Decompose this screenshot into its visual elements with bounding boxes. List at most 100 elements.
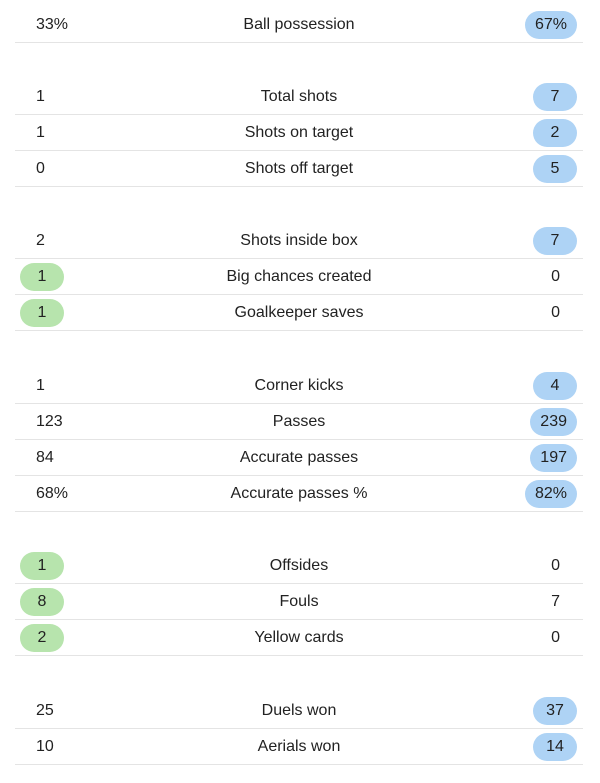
away-value-badge: 82%: [524, 480, 577, 508]
home-value-cell: 33%: [15, 7, 75, 43]
away-value-cell: 14: [533, 729, 577, 765]
away-value-cell: 2: [533, 115, 577, 151]
home-value: 1: [36, 124, 45, 141]
away-value-badge: 4: [533, 372, 577, 400]
away-value-cell: 0: [551, 548, 577, 584]
away-value-badge: 7: [533, 227, 577, 255]
stat-label: Passes: [272, 413, 326, 430]
stat-label: Shots inside box: [240, 232, 358, 249]
stat-label: Shots on target: [244, 124, 354, 141]
home-value-badge: 2: [20, 624, 64, 652]
home-value-cell: 123: [15, 404, 75, 440]
home-value: 68%: [36, 485, 69, 502]
stat-row: 1 Corner kicks 4: [15, 368, 583, 404]
away-value-cell: 7: [533, 223, 577, 259]
away-value-badge: 14: [533, 733, 577, 761]
stat-label: Corner kicks: [254, 377, 344, 394]
away-value-cell: 239: [530, 404, 577, 440]
home-value-cell: 0: [15, 151, 75, 187]
home-value-cell: 25: [15, 693, 75, 729]
home-value-badge: 1: [20, 552, 64, 580]
away-value-cell: 7: [551, 584, 577, 620]
away-value-badge: 5: [533, 155, 577, 183]
stat-row: 68% Accurate passes % 82%: [15, 476, 583, 512]
home-value: 0: [36, 160, 45, 177]
home-value-badge: 1: [20, 263, 64, 291]
stats-group: 1 Offsides 0 8 Fouls 7 2 Yellow cards 0: [15, 548, 583, 656]
away-value: 0: [551, 268, 560, 285]
stat-label: Accurate passes %: [230, 485, 368, 502]
home-value-cell: 1: [15, 368, 75, 404]
away-value-badge: 197: [530, 444, 577, 472]
stat-label: Aerials won: [257, 738, 341, 755]
stats-group: 1 Corner kicks 4 123 Passes 239 84 Accurate pas…: [15, 368, 583, 512]
home-value: 123: [36, 413, 63, 430]
stat-row: 1 Shots on target 2: [15, 115, 583, 151]
stat-row: 25 Duels won 37: [15, 693, 583, 729]
stats-group: 25 Duels won 37 10 Aerials won 14: [15, 693, 583, 765]
home-value: 1: [36, 88, 45, 105]
away-value-cell: 7: [533, 79, 577, 115]
home-value-cell: 1: [15, 115, 75, 151]
away-value-badge: 7: [533, 83, 577, 111]
stat-row: 33% Ball possession 67%: [15, 7, 583, 43]
stat-row: 84 Accurate passes 197: [15, 440, 583, 476]
home-value-badge: 1: [20, 299, 64, 327]
away-value-cell: 82%: [524, 476, 577, 512]
away-value-cell: 0: [551, 620, 577, 656]
home-value-cell: 10: [15, 729, 75, 765]
home-value: 33%: [36, 16, 69, 33]
stat-row: 10 Aerials won 14: [15, 729, 583, 765]
away-value: 0: [551, 304, 560, 321]
stat-label: Big chances created: [226, 268, 372, 285]
home-value: 10: [36, 738, 54, 755]
away-value-cell: 197: [530, 440, 577, 476]
away-value: 0: [551, 629, 560, 646]
stat-label: Offsides: [269, 557, 329, 574]
stat-label: Shots off target: [244, 160, 354, 177]
stats-group: 2 Shots inside box 7 1 Big chances created 0 1…: [15, 223, 583, 331]
stat-label: Goalkeeper saves: [234, 304, 364, 321]
home-value: 84: [36, 449, 54, 466]
stat-row: 2 Yellow cards 0: [15, 620, 583, 656]
stats-group: 1 Total shots 7 1 Shots on target 2 0 Shots off…: [15, 79, 583, 187]
stat-label: Total shots: [260, 88, 338, 105]
home-value-cell: 8: [15, 584, 75, 620]
stat-row: 2 Shots inside box 7: [15, 223, 583, 259]
away-value: 0: [551, 557, 560, 574]
stat-label: Fouls: [279, 593, 319, 610]
home-value-cell: 2: [15, 223, 75, 259]
home-value: 25: [36, 702, 54, 719]
stat-row: 0 Shots off target 5: [15, 151, 583, 187]
home-value: 2: [36, 232, 45, 249]
away-value-badge: 67%: [524, 11, 577, 39]
away-value-badge: 239: [530, 408, 577, 436]
home-value-cell: 2: [15, 620, 75, 656]
stat-row: 1 Goalkeeper saves 0: [15, 295, 583, 331]
away-value-cell: 5: [533, 151, 577, 187]
stat-label: Yellow cards: [254, 629, 344, 646]
away-value-cell: 0: [551, 295, 577, 331]
home-value-cell: 1: [15, 295, 75, 331]
stat-row: 1 Big chances created 0: [15, 259, 583, 295]
stat-label: Duels won: [261, 702, 337, 719]
away-value: 7: [551, 593, 560, 610]
stat-label: Accurate passes: [239, 449, 359, 466]
away-value-cell: 0: [551, 259, 577, 295]
home-value-cell: 1: [15, 259, 75, 295]
stat-row: 1 Offsides 0: [15, 548, 583, 584]
away-value-badge: 37: [533, 697, 577, 725]
away-value-cell: 4: [533, 368, 577, 404]
home-value: 1: [36, 377, 45, 394]
away-value-cell: 67%: [524, 7, 577, 43]
home-value-cell: 84: [15, 440, 75, 476]
stat-label: Ball possession: [243, 16, 355, 33]
away-value-cell: 37: [533, 693, 577, 729]
home-value-cell: 68%: [15, 476, 75, 512]
home-value-cell: 1: [15, 548, 75, 584]
stats-group: 33% Ball possession 67%: [15, 7, 583, 43]
stat-row: 1 Total shots 7: [15, 79, 583, 115]
stat-row: 8 Fouls 7: [15, 584, 583, 620]
stat-row: 123 Passes 239: [15, 404, 583, 440]
